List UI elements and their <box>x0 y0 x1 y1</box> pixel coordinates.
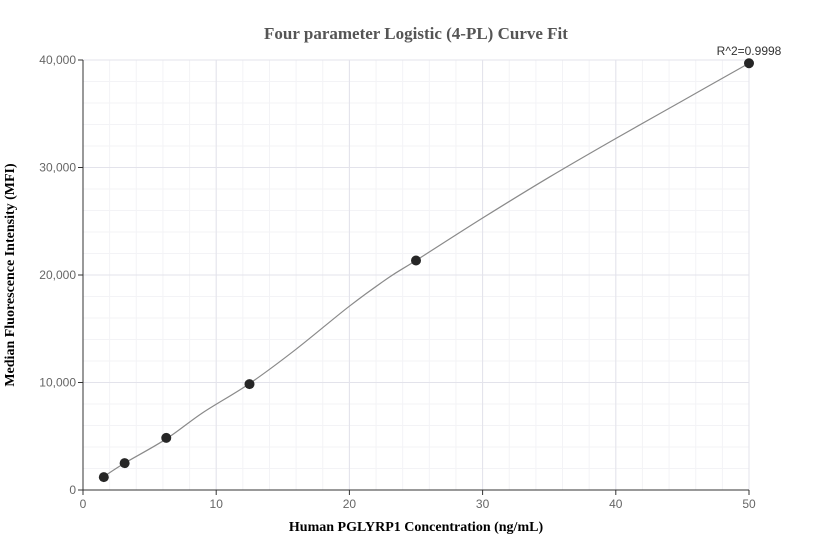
y-tick-label: 10,000 <box>39 376 76 390</box>
x-tick-label: 0 <box>80 497 87 511</box>
data-point <box>244 379 255 390</box>
x-tick-label: 30 <box>476 497 490 511</box>
x-tick-label: 50 <box>742 497 756 511</box>
x-tick-label: 40 <box>609 497 623 511</box>
data-points <box>98 58 754 483</box>
y-tick-label: 20,000 <box>39 268 76 282</box>
fit-curve <box>103 62 750 478</box>
fit-curve-layer <box>103 62 750 478</box>
chart-title: Four parameter Logistic (4-PL) Curve Fit <box>264 24 568 43</box>
tick-labels: 0 10 20 30 40 50 0 10,000 20,000 30,000 40,000 <box>39 53 756 511</box>
y-tick-label: 30,000 <box>39 161 76 175</box>
data-point <box>744 58 754 69</box>
data-point <box>98 472 109 483</box>
y-tick-label: 40,000 <box>39 53 76 67</box>
axes <box>78 59 750 495</box>
data-point <box>411 255 421 266</box>
x-tick-label: 20 <box>343 497 357 511</box>
x-axis-title: Human PGLYRP1 Concentration (ng/mL) <box>289 520 544 535</box>
data-point <box>161 432 172 443</box>
y-tick-label: 0 <box>69 483 76 497</box>
y-axis-title: Median Fluorescence Intensity (MFI) <box>3 163 18 387</box>
data-point <box>119 458 130 469</box>
x-tick-label: 10 <box>210 497 224 511</box>
r-squared-annotation: R^2=0.9998 <box>717 44 782 58</box>
grid <box>82 59 750 491</box>
